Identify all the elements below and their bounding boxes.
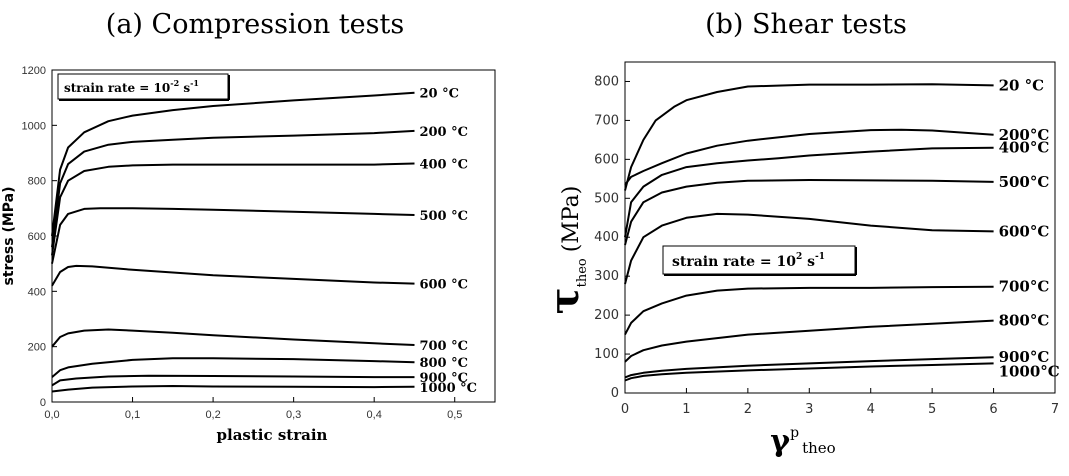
y-tick-label: 700: [594, 113, 619, 128]
series-label: 600 °C: [419, 278, 468, 293]
compression-curves: [51, 91, 415, 393]
series-line: [624, 146, 994, 238]
x-tick-label: 0,4: [367, 409, 382, 421]
shear-strain-rate-note: strain rate = 102 s-1: [662, 245, 857, 276]
series-label: 700°C: [999, 278, 1050, 296]
x-tick-label: 0: [621, 402, 629, 417]
y-tick-label: 300: [594, 269, 619, 284]
x-tick-label: 1: [682, 402, 690, 417]
compression-strain-rate-note: strain rate = 10-2 s-1: [57, 73, 230, 101]
series-label: 500 °C: [419, 209, 468, 224]
compression-y-axis-label: stress (MPa): [1, 186, 17, 285]
compression-curve-labels: 20 °C 200 °C 400 °C 500 °C 600 °C 700 °C 800 °…: [419, 87, 477, 396]
series-line: [51, 129, 415, 248]
series-line: [624, 179, 994, 246]
series-label: 20 °C: [999, 76, 1045, 94]
y-tick-label: 200: [594, 308, 619, 323]
compression-x-axis-label: plastic strain: [217, 426, 328, 444]
series-line: [51, 162, 415, 256]
x-tick-label: 0,3: [286, 409, 301, 421]
series-line: [624, 128, 994, 186]
series-line: [51, 357, 415, 378]
y-tick-label: 800: [594, 74, 619, 89]
compression-title: (a) Compression tests: [106, 9, 404, 40]
y-tick-label: 200: [28, 342, 46, 354]
y-tick-label: 100: [594, 347, 619, 362]
x-tick-label: 4: [867, 402, 875, 417]
series-label: 700 °C: [419, 339, 468, 354]
y-tick-label: 0: [611, 386, 619, 401]
series-line: [624, 356, 994, 379]
x-tick-label: 3: [805, 402, 813, 417]
y-tick-label: 600: [594, 152, 619, 167]
x-tick-label: 0,1: [125, 409, 140, 421]
shear-curves: [624, 83, 994, 382]
series-line: [51, 385, 415, 393]
y-tick-label: 800: [28, 176, 46, 188]
series-line: [51, 91, 415, 237]
series-line: [624, 285, 994, 336]
series-label: 800 °C: [419, 356, 468, 371]
panel-shear: (b) Shear tests 0 1 2 3 4 5 6 7 0 100 200 300 400 500…: [541, 9, 1060, 459]
x-tick-label: 7: [1051, 402, 1059, 417]
series-line: [51, 207, 415, 264]
shear-y-axis-label: τtheo(MPa): [541, 186, 590, 315]
series-line: [624, 212, 994, 285]
y-tick-label: 0: [40, 397, 46, 409]
shear-ticks: 0 1 2 3 4 5 6 7 0 100 200 300 400 500 600 700 800: [594, 74, 1059, 417]
shear-x-axis-label: γptheo: [770, 424, 835, 459]
series-label: 20 °C: [419, 87, 458, 102]
series-line: [51, 374, 415, 387]
series-label: 400 °C: [419, 158, 468, 173]
series-label: 1000°C: [999, 362, 1060, 380]
shear-plot-frame: [624, 61, 1056, 394]
compression-ticks: 0,0 0,1 0,2 0,3 0,4 0,5 0 200 400 600 800 1000 1200: [22, 65, 463, 421]
shear-title: (b) Shear tests: [705, 9, 907, 40]
shear-note-text: strain rate = 102 s-1: [672, 252, 825, 270]
y-tick-label: 1000: [22, 120, 46, 132]
panel-compression: (a) Compression tests 0,0 0,1 0,2 0,3 0,4 0,5…: [1, 9, 496, 444]
series-label: 200°C: [999, 126, 1050, 144]
series-label: 500°C: [999, 173, 1050, 191]
x-tick-label: 5: [928, 402, 936, 417]
x-tick-label: 6: [989, 402, 997, 417]
y-tick-label: 400: [594, 230, 619, 245]
y-tick-label: 1200: [22, 65, 46, 77]
y-tick-label: 500: [594, 191, 619, 206]
series-label: 200 °C: [419, 125, 468, 140]
series-label: 900 °C: [419, 371, 468, 386]
series-line: [624, 362, 994, 382]
x-tick-label: 0,0: [44, 409, 59, 421]
x-tick-label: 0,2: [205, 409, 220, 421]
series-line: [624, 83, 994, 191]
y-tick-label: 400: [28, 286, 46, 298]
series-label: 800°C: [999, 312, 1050, 330]
x-tick-label: 0,5: [447, 409, 462, 421]
series-line: [624, 319, 994, 363]
series-label: 400°C: [999, 139, 1050, 157]
y-tick-label: 600: [28, 231, 46, 243]
x-tick-label: 2: [744, 402, 752, 417]
series-line: [51, 328, 415, 348]
series-line: [51, 264, 415, 287]
series-label: 600°C: [999, 222, 1050, 240]
series-label: 1000 °C: [419, 381, 477, 396]
series-label: 900°C: [999, 348, 1050, 366]
compression-note-text: strain rate = 10-2 s-1: [64, 78, 199, 95]
